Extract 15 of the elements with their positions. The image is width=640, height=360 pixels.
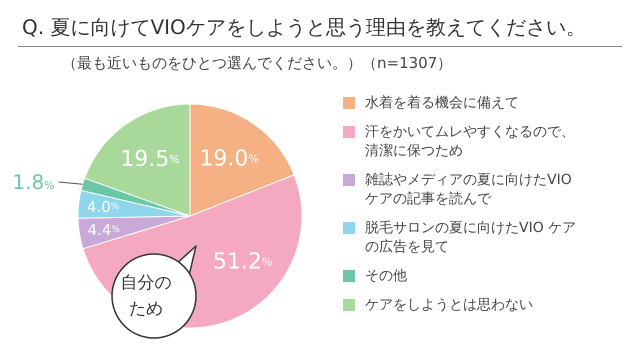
data-label: 4.0% [86, 198, 120, 216]
legend-label: その他 [365, 267, 408, 286]
data-label: 19.0% [199, 146, 259, 172]
data-label: 1.8% [12, 170, 55, 194]
legend-label: 水着を着る機会に備えて [365, 94, 520, 113]
data-label: 4.4% [88, 220, 120, 239]
legend-label: 雑誌やメディアの夏に向けたVIO ケアの記事を読んで [365, 171, 573, 209]
chart-title: Q. 夏に向けてVIOケアをしようと思う理由を教えてください。 [22, 14, 586, 41]
legend-label: 汗をかいてムレやすくなるので、清潔に保つため [365, 123, 576, 161]
legend-label: 脱毛サロンの夏に向けたVIO ケアの広告を見て [365, 219, 578, 257]
text: 自分のため [120, 272, 172, 321]
data-label: 51.2% [212, 248, 272, 274]
chart-subtitle: （最も近いものをひとつ選んでください。）（n=1307） [62, 54, 452, 73]
legend-label: ケアをしようとは思わない [365, 296, 534, 315]
data-label: 19.5% [120, 146, 180, 172]
